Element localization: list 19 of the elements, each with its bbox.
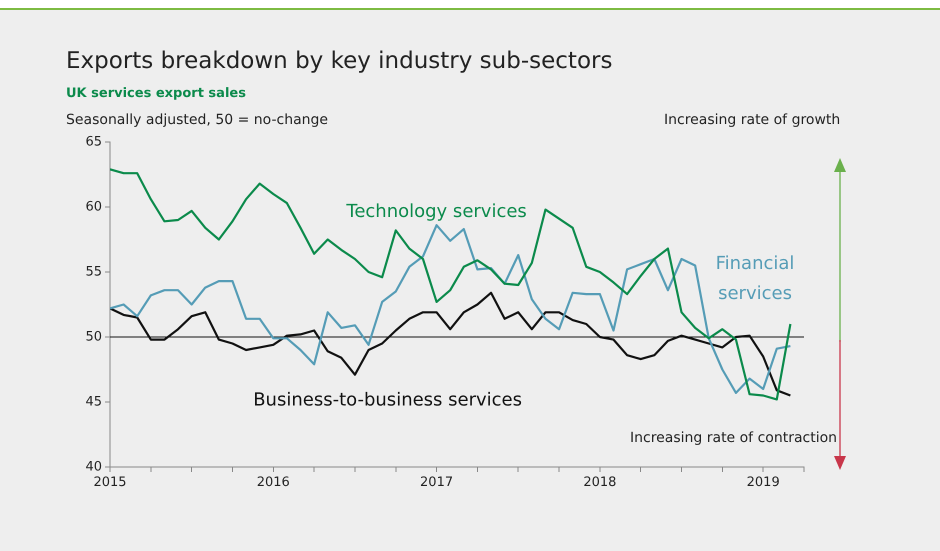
text: Increasing rate of growth	[664, 112, 840, 128]
chart-subtitle: UK services export sales	[66, 86, 246, 101]
series-label: Financial services	[716, 252, 794, 304]
y-tick-label: 50	[85, 329, 102, 344]
y-axis-title: Seasonally adjusted, 50 = no-change	[66, 112, 328, 128]
x-tick-label: 2019	[746, 475, 780, 490]
x-tick-label: 2015	[93, 475, 127, 490]
x-tick-label: 2018	[583, 475, 616, 490]
y-tick-label: 60	[85, 199, 102, 214]
y-tick-label: 40	[85, 459, 102, 474]
annotation: Increasing rate of contraction	[630, 430, 838, 446]
y-tick-label: 55	[85, 264, 102, 280]
chart-title: Exports breakdown by key industry sub-sectors	[66, 48, 612, 74]
x-tick-label: 2016	[256, 475, 290, 490]
series-label: Technology services	[345, 200, 527, 222]
x-tick-label: 2017	[420, 475, 454, 490]
y-tick-label: 65	[85, 134, 102, 150]
y-tick-label: 45	[85, 394, 102, 410]
text: Business-to-business services	[253, 389, 522, 410]
